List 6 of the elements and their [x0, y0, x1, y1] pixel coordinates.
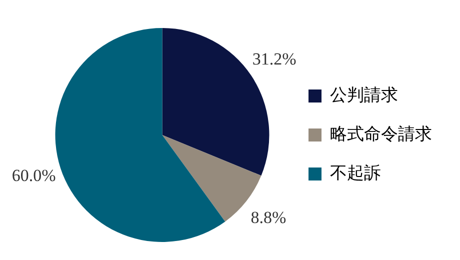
data-label: 60.0%	[12, 166, 56, 186]
data-label: 31.2%	[252, 49, 296, 68]
legend-label: 公判請求	[330, 85, 398, 106]
data-label: 8.8%	[250, 208, 286, 227]
legend-label: 略式命令請求	[330, 124, 432, 144]
legend-label: 不起訴	[330, 163, 381, 184]
